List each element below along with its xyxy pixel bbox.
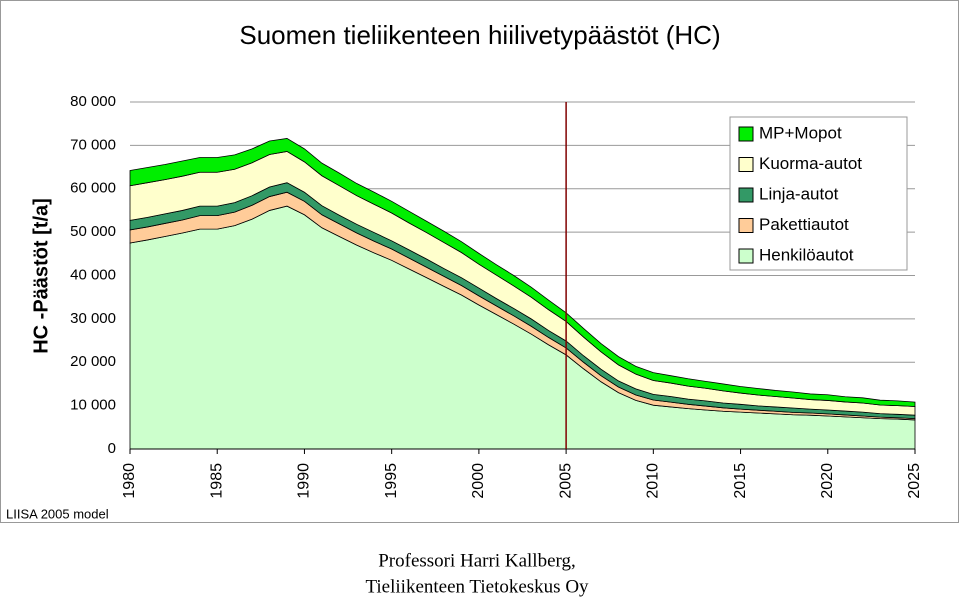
legend-swatch xyxy=(738,157,754,172)
legend-swatch xyxy=(738,248,754,264)
legend-label: Linja-autot xyxy=(759,184,839,203)
x-tick-label: 2020 xyxy=(819,463,836,499)
model-note: LIISA 2005 model xyxy=(6,506,109,521)
legend-swatch xyxy=(738,187,754,203)
x-tick-label: 2010 xyxy=(645,463,662,499)
legend: MP+Mopot Kuorma-autot Linja-autot Pakettiau… xyxy=(729,116,908,271)
legend-label: Pakettiautot xyxy=(759,215,849,234)
x-tick-label: 2025 xyxy=(906,463,923,499)
footer-line: Professori Harri Kallberg, xyxy=(378,550,576,571)
legend-label: Henkilöautot xyxy=(759,245,854,264)
y-tick-label: 40 000 xyxy=(70,266,116,283)
legend-label: MP+Mopot xyxy=(759,123,842,142)
x-tick-label: 2005 xyxy=(557,463,574,499)
x-tick-label: 2015 xyxy=(732,463,749,499)
legend-label: Kuorma-autot xyxy=(759,154,862,173)
y-tick-label: 60 000 xyxy=(70,180,116,197)
x-tick-label: 1980 xyxy=(121,463,138,499)
area xyxy=(129,138,916,407)
x-tick-label: 2000 xyxy=(470,463,487,499)
x-tick-label: 1990 xyxy=(296,463,313,499)
footer-line: Tieliikenteen Tietokeskus Oy xyxy=(365,576,589,597)
x-tick-label: 1985 xyxy=(208,463,225,499)
chart-title: Suomen tieliikenteen hiilivetypäästöt (H… xyxy=(239,20,720,50)
legend-swatch xyxy=(738,218,754,233)
y-tick-label: 10 000 xyxy=(70,397,116,414)
x-tick-label: 1995 xyxy=(383,463,400,499)
y-tick-label: 20 000 xyxy=(70,353,116,370)
y-tick-label: 30 000 xyxy=(70,310,116,327)
y-tick-label: 0 xyxy=(108,440,116,457)
y-tick-label: 70 000 xyxy=(70,136,116,153)
legend-swatch xyxy=(738,126,754,142)
y-tick-label: 80 000 xyxy=(70,93,116,110)
y-tick-label: 50 000 xyxy=(70,223,116,240)
legend-frame xyxy=(729,116,908,271)
y-axis-label: HC -Päästöt [t/a] xyxy=(30,198,52,354)
